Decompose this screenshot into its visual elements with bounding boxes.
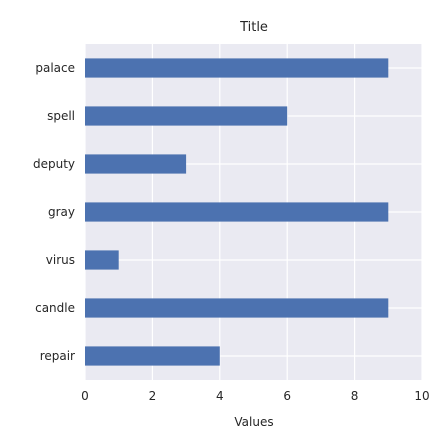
y-tick-label: palace xyxy=(35,61,75,75)
x-tick-label: 8 xyxy=(351,389,359,403)
bar-repair xyxy=(85,346,220,366)
x-tick-label: 4 xyxy=(216,389,224,403)
x-tick-label: 10 xyxy=(414,389,429,403)
bar-virus xyxy=(85,250,119,270)
bar-palace xyxy=(85,58,389,78)
bar-gray xyxy=(85,202,389,222)
x-tick-label: 0 xyxy=(81,389,89,403)
x-tick-label: 2 xyxy=(149,389,157,403)
y-tick-label: candle xyxy=(35,301,75,315)
y-tick-label: gray xyxy=(48,205,75,219)
y-tick-labels: repair candle virus gray deputy spell palace xyxy=(33,61,75,363)
bar-spell xyxy=(85,106,288,126)
x-tick-labels: 0 2 4 6 8 10 xyxy=(81,389,429,403)
y-tick-label: deputy xyxy=(33,157,75,171)
bar-deputy xyxy=(85,154,187,174)
x-axis-label: Values xyxy=(234,415,273,429)
y-tick-label: spell xyxy=(47,109,75,123)
bars xyxy=(85,58,389,366)
x-tick-label: 6 xyxy=(283,389,291,403)
chart-title: Title xyxy=(239,20,268,35)
bar-candle xyxy=(85,298,389,318)
y-tick-label: repair xyxy=(40,349,75,363)
y-tick-label: virus xyxy=(46,253,75,267)
